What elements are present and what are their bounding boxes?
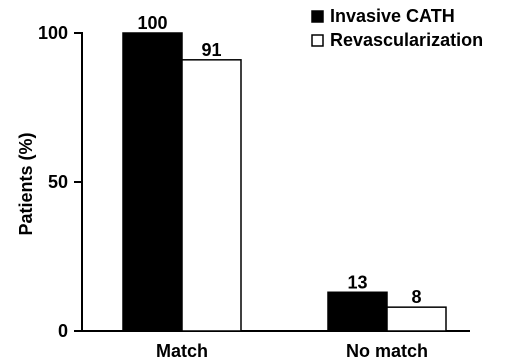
y-tick-label: 0 xyxy=(58,321,68,341)
x-tick-label: No match xyxy=(346,341,428,359)
legend-label: Revascularization xyxy=(330,30,483,50)
bar xyxy=(122,32,183,332)
bar xyxy=(181,59,242,332)
bar xyxy=(327,291,388,332)
legend: Invasive CATH Revascularization xyxy=(311,6,483,50)
bar xyxy=(386,306,447,332)
data-label: 100 xyxy=(137,13,167,33)
bars xyxy=(122,32,447,332)
legend-swatch xyxy=(311,10,324,23)
legend-swatch xyxy=(311,34,324,47)
legend-label: Invasive CATH xyxy=(330,6,455,26)
data-label: 8 xyxy=(411,287,421,307)
data-label: 91 xyxy=(201,40,221,60)
y-tick-label: 100 xyxy=(38,23,68,43)
axes: 0 50 100 Patients (%) Match No match xyxy=(16,23,470,359)
y-axis-label: Patients (%) xyxy=(16,132,36,235)
data-labels: 100 91 13 8 xyxy=(137,13,421,307)
y-tick-label: 50 xyxy=(48,172,68,192)
data-label: 13 xyxy=(347,272,367,292)
x-tick-label: Match xyxy=(156,341,208,359)
